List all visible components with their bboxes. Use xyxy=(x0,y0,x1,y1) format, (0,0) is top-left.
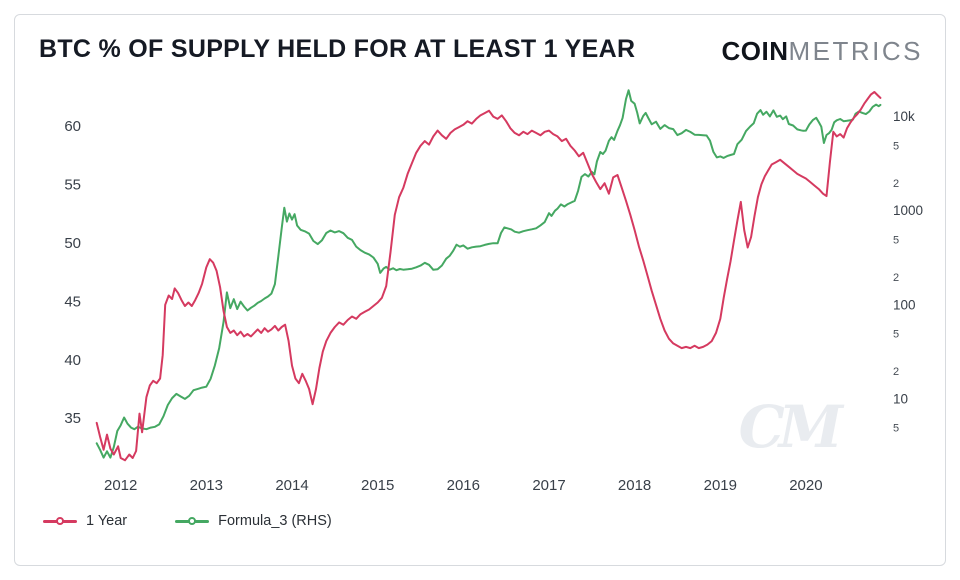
legend-swatch-icon xyxy=(43,515,77,528)
left-tick-label: 50 xyxy=(64,235,81,252)
left-tick-label: 55 xyxy=(64,176,81,193)
legend-item-1[interactable]: 1 Year xyxy=(43,513,127,529)
left-tick-label: 45 xyxy=(64,293,81,310)
left-tick-label: 40 xyxy=(64,352,81,369)
legend-label: 1 Year xyxy=(86,513,128,529)
legend-item-2[interactable]: Formula_3 (RHS) xyxy=(175,513,332,529)
x-tick-label: 2015 xyxy=(361,477,394,494)
x-tick-label: 2020 xyxy=(789,477,822,494)
x-tick-label: 2013 xyxy=(190,477,223,494)
chart-header: BTC % OF SUPPLY HELD FOR AT LEAST 1 YEAR… xyxy=(15,15,945,67)
right-tick-label: 5 xyxy=(893,329,899,341)
left-tick-label: 60 xyxy=(64,118,81,135)
right-tick-label: 2 xyxy=(893,272,899,284)
right-tick-label: 10k xyxy=(893,109,915,124)
right-tick-label: 100 xyxy=(893,297,916,312)
x-tick-label: 2017 xyxy=(532,477,565,494)
right-tick-label: 2 xyxy=(893,366,899,378)
page-title: BTC % OF SUPPLY HELD FOR AT LEAST 1 YEAR xyxy=(39,35,636,63)
x-tick-label: 2012 xyxy=(104,477,137,494)
chart-card: BTC % OF SUPPLY HELD FOR AT LEAST 1 YEAR… xyxy=(14,14,946,566)
coinmetrics-logo: COINMETRICS xyxy=(722,35,924,67)
chart-svg: 2012 2013 2014 2015 2016 2017 2018 2019 2020 35 40… xyxy=(64,89,923,494)
logo-coin-text: COIN xyxy=(721,36,789,66)
left-tick-label: 35 xyxy=(64,410,81,427)
x-tick-label: 2019 xyxy=(704,477,737,494)
right-tick-label: 2 xyxy=(893,178,899,190)
right-tick-label: 5 xyxy=(893,141,899,153)
chart-area: CM 2012 2013 2014 2015 2016 2017 2018 2019 2020 3… xyxy=(15,75,945,499)
series-line xyxy=(95,89,882,459)
logo-metrics-text: METRICS xyxy=(788,36,923,66)
right-tick-label: 1000 xyxy=(893,203,923,218)
legend: 1 Year Formula_3 (RHS) xyxy=(15,499,945,529)
cm-watermark: CM xyxy=(738,393,843,461)
right-tick-label: 5 xyxy=(893,235,899,247)
x-tick-label: 2018 xyxy=(618,477,651,494)
legend-swatch-icon xyxy=(175,515,210,528)
right-tick-label: 10 xyxy=(893,391,908,406)
x-tick-label: 2016 xyxy=(447,477,480,494)
legend-label: Formula_3 (RHS) xyxy=(218,513,332,529)
right-tick-label: 5 xyxy=(893,423,899,435)
series-line xyxy=(95,91,882,462)
x-tick-label: 2014 xyxy=(275,477,308,494)
